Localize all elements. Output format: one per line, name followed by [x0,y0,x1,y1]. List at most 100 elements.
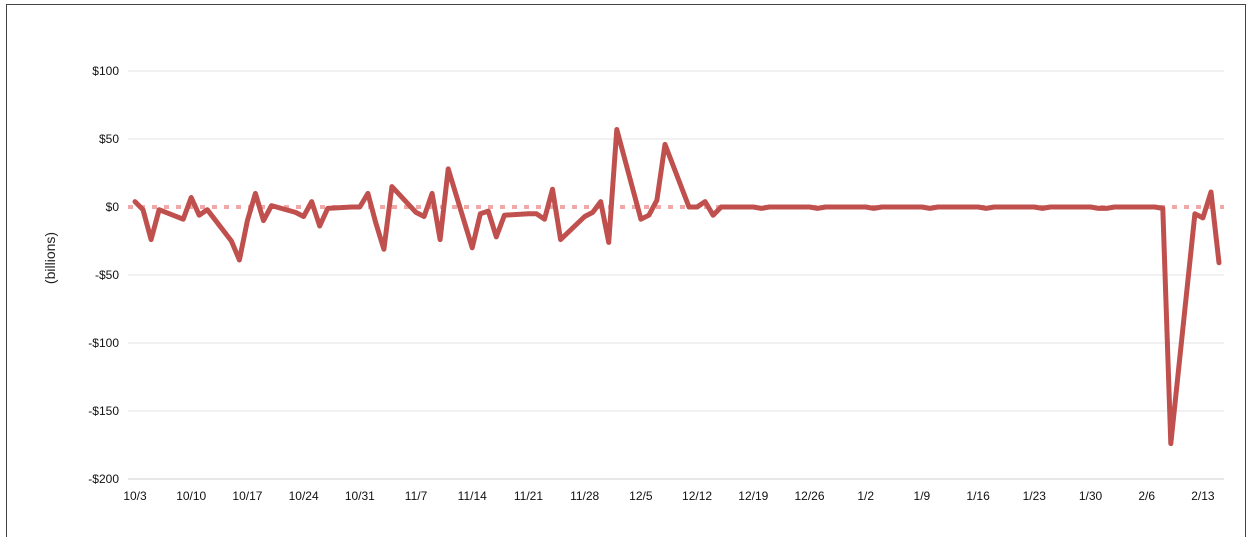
data-point [704,200,706,203]
data-point [1153,206,1156,208]
data-point [832,206,835,208]
data-point [527,213,530,215]
x-tick-label: 10/17 [232,489,262,503]
data-point [1113,206,1116,208]
data-point [294,211,297,214]
x-tick-label: 10/31 [345,489,375,503]
data-point [182,218,184,221]
x-tick-label: 1/23 [1023,489,1047,503]
data-point [326,207,329,210]
data-point [1170,442,1172,445]
data-point [1202,217,1204,219]
series-layer [132,127,1222,447]
data-point [559,238,562,241]
data-point [254,192,257,195]
data-point [1137,206,1140,208]
data-point [1001,206,1003,208]
data-point [864,206,867,208]
data-point [872,207,875,210]
data-point [1105,207,1108,210]
y-tick-label: -$100 [88,336,119,350]
data-point [607,241,610,244]
data-point [985,207,987,210]
data-point [310,200,313,203]
data-point [615,128,618,131]
data-point [1097,207,1100,210]
data-point [744,206,747,208]
data-point [367,192,369,195]
data-point [302,215,305,218]
data-point [583,215,586,218]
data-point [1161,207,1164,210]
data-point [752,206,755,208]
data-point [1194,213,1196,215]
data-point [760,207,763,210]
data-point [816,207,819,210]
data-point [664,143,666,146]
data-point [439,238,441,241]
data-point [238,259,241,261]
data-point [415,211,417,214]
gridlines [128,70,1224,480]
data-point [1089,206,1092,208]
data-point [720,206,722,208]
y-tick-label: $0 [106,200,120,214]
x-tick-label: 1/2 [857,489,874,503]
data-point [993,206,995,208]
y-tick-label: $50 [99,132,119,146]
data-point [134,200,136,203]
data-point [656,199,658,201]
x-tick-label: 12/12 [682,489,712,503]
x-tick-label: 1/30 [1079,489,1103,503]
data-point [888,206,891,208]
y-tick-label: $100 [92,64,119,78]
data-point [150,238,152,241]
data-point [190,196,193,199]
data-point [945,206,947,208]
y-tick-label: -$150 [88,404,119,418]
data-point [776,206,779,208]
data-point [1057,206,1060,208]
data-point [318,225,321,227]
data-point [431,192,433,195]
data-point [768,206,771,208]
data-point [1033,206,1036,208]
y-axis: $100 $50 $0 -$50 -$100 -$150 -$200 [88,64,119,486]
data-point [359,206,361,208]
data-point [495,236,498,238]
data-point [230,240,233,242]
x-tick-label: 2/6 [1138,489,1155,503]
chart-frame [6,4,1246,537]
data-point [479,213,482,215]
x-tick-label: 1/9 [914,489,931,503]
data-point [640,218,642,221]
data-point [471,247,474,249]
data-point [383,248,385,250]
data-point [375,222,377,225]
data-point [824,206,827,208]
data-point [712,214,714,216]
y-tick-label: -$50 [95,268,119,282]
x-tick-label: 2/13 [1191,489,1215,503]
x-tick-label: 10/24 [289,489,319,503]
x-tick-label: 10/10 [176,489,206,503]
data-point [688,206,690,208]
data-point [929,207,931,210]
x-tick-label: 11/14 [458,489,487,503]
data-point [158,208,160,211]
data-point [487,210,490,212]
data-point [503,214,506,216]
x-tick-label: 11/28 [570,489,599,503]
data-point [142,208,144,211]
data-point [551,188,554,191]
x-tick-label: 12/19 [738,489,768,503]
series-line [132,127,1222,447]
data-point [423,215,425,218]
data-point [246,219,249,222]
data-point [270,204,273,207]
data-point [977,206,979,208]
data-point [921,206,923,208]
data-point [1145,206,1148,208]
x-tick-label: 11/21 [514,489,543,503]
